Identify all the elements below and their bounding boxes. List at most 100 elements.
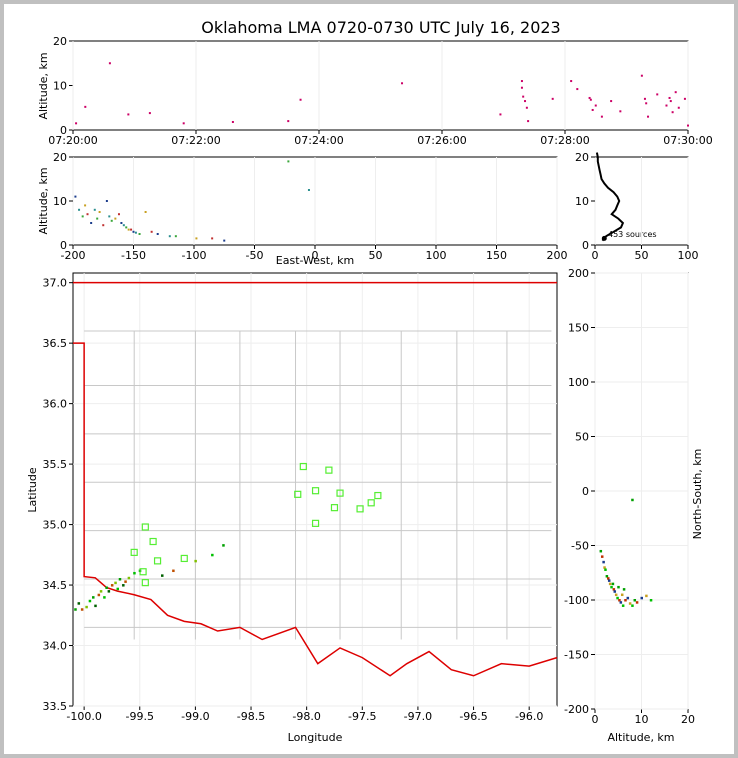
east-west-point [93, 208, 96, 211]
east-west-point [90, 222, 93, 224]
map-station-marker [141, 523, 149, 531]
north-south-xlabel: Altitude, km [607, 731, 674, 744]
east-west-xtick-label: 50 [369, 249, 383, 262]
north-south-point [603, 566, 606, 569]
north-south-point [621, 604, 625, 607]
map-station-marker [153, 557, 162, 565]
north-south-ytick-label: 200 [568, 267, 589, 280]
map-station-marker [294, 490, 302, 498]
time-altitude-point [84, 105, 87, 108]
map-ylabel: Latitude [26, 467, 39, 513]
map-source-point [114, 581, 117, 585]
map-source-point [161, 574, 164, 577]
map-source-point [94, 604, 97, 608]
north-south-ytick-label: 0 [582, 485, 589, 498]
histogram-ytick-label: 10 [575, 195, 589, 208]
east-west-point [287, 160, 290, 163]
east-west-point [98, 211, 101, 213]
east-west-point [102, 224, 105, 227]
map-source-point [97, 593, 101, 597]
time-altitude-point [665, 104, 668, 107]
map-xtick-label: -97.0 [404, 710, 432, 723]
north-south-ylabel: North-South, km [691, 449, 704, 540]
time-altitude-point [520, 80, 523, 83]
east-west-point [84, 204, 87, 207]
north-south-point [631, 604, 634, 607]
time-altitude-point [674, 91, 677, 94]
east-west-point [114, 217, 117, 220]
time-altitude-point [108, 62, 111, 65]
map-source-point [118, 578, 122, 581]
east-west-point [86, 213, 89, 216]
map-source-point [116, 587, 120, 591]
map-source-point [211, 553, 214, 557]
state-boundary-south [73, 342, 558, 677]
north-south-ytick-label: -200 [564, 703, 589, 716]
histogram-annotation: 453 sources [608, 230, 657, 239]
map-source-point [222, 544, 225, 547]
time-altitude-xtick-label: 07:28:00 [540, 134, 589, 147]
time-altitude-point [591, 108, 594, 111]
north-south-ytick-label: -150 [564, 649, 589, 662]
east-west-ytick-label: 0 [60, 239, 67, 252]
east-west-point [211, 237, 214, 240]
map-xlabel: Longitude [288, 731, 343, 744]
east-west-ytick-label: 20 [53, 151, 67, 164]
map-xtick-label: -98.5 [237, 710, 265, 723]
map-ytick-label: 33.5 [43, 700, 68, 713]
east-west-point [81, 215, 84, 218]
map-source-point [127, 576, 131, 580]
east-west-ylabel: Altitude, km [37, 167, 50, 234]
map-station-marker [374, 491, 382, 500]
time-altitude-point [127, 113, 130, 116]
north-south-ytick-label: 150 [568, 322, 589, 335]
time-altitude-point [640, 74, 643, 77]
map-station-marker [367, 499, 375, 507]
east-west-xtick-label: -100 [182, 249, 207, 262]
north-south-point [610, 585, 613, 589]
time-altitude-point [656, 93, 659, 96]
lma-figure: Oklahoma LMA 0720-0730 UTC July 16, 2023… [26, 18, 713, 744]
north-south-point [608, 582, 612, 586]
east-west-point [132, 230, 135, 233]
map-station-marker [180, 554, 188, 563]
north-south-point [631, 498, 634, 502]
map-source-point [133, 571, 136, 575]
map-source-point [74, 608, 77, 611]
map-source-point [107, 590, 111, 593]
east-west-point [122, 224, 125, 227]
figure-frame: Oklahoma LMA 0720-0730 UTC July 16, 2023… [4, 4, 734, 754]
north-south-point [602, 560, 605, 564]
north-south-ytick-label: -50 [571, 540, 589, 553]
north-south-point [628, 602, 632, 605]
east-west-point [78, 208, 81, 211]
map-ytick-label: 36.5 [43, 337, 68, 350]
time-altitude-point [588, 96, 591, 99]
time-altitude-axes [72, 40, 689, 131]
north-south-point [649, 599, 653, 602]
time-altitude-point [643, 97, 646, 100]
east-west-xtick-label: -200 [61, 249, 86, 262]
east-west-point [120, 222, 123, 224]
east-west-point [150, 230, 153, 233]
north-south-point [605, 575, 609, 578]
east-west-point [168, 235, 171, 238]
time-altitude-ytick-label: 0 [60, 124, 67, 137]
north-south-point [640, 596, 643, 600]
north-south-point [633, 599, 637, 602]
east-west-point [110, 219, 113, 222]
map-ytick-label: 34.5 [43, 579, 68, 592]
north-south-point [613, 590, 617, 593]
time-altitude-xtick-label: 07:24:00 [294, 134, 343, 147]
map-station-marker [325, 466, 333, 474]
map-xtick-label: -99.5 [126, 710, 154, 723]
time-altitude-point [148, 112, 151, 115]
map-source-point [103, 596, 106, 599]
histogram-xtick-label: 100 [678, 249, 699, 262]
time-altitude-point [287, 120, 290, 123]
time-altitude-point [619, 110, 622, 113]
east-west-point [307, 189, 310, 191]
east-west-xtick-label: 100 [426, 249, 447, 262]
east-west-xtick-label: 200 [547, 249, 568, 262]
histogram-ytick-label: 20 [575, 151, 589, 164]
